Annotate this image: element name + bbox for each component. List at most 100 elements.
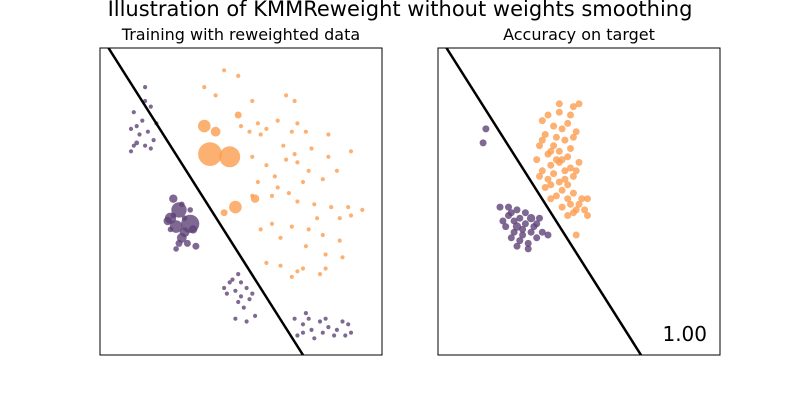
target-class-0-point [516, 214, 524, 222]
target-class-0-point [533, 220, 541, 228]
training-class-1-point [295, 160, 300, 165]
training-class-0-point [295, 333, 300, 338]
training-class-1-point [295, 199, 300, 204]
training-class-0-point [236, 272, 241, 277]
training-class-0-point [244, 285, 249, 291]
target-class-0-point [505, 203, 512, 211]
training-class-1-point [315, 216, 320, 221]
training-class-0-point [340, 319, 345, 324]
training-class-1-point [348, 213, 354, 218]
target-class-1-point [578, 195, 586, 203]
training-class-1-point [269, 193, 275, 198]
target-class-1-point [569, 133, 577, 141]
target-class-1-point [572, 231, 580, 239]
training-class-0-point [181, 215, 188, 221]
training-class-0-point [134, 124, 139, 129]
target-class-0-point [544, 231, 552, 239]
training-class-1-point [250, 154, 255, 159]
training-class-0-point [306, 316, 311, 321]
training-class-0-point [179, 201, 185, 208]
training-class-1-point [210, 126, 221, 137]
target-class-1-point [569, 189, 577, 197]
panel-training: Training with reweighted data [99, 25, 383, 356]
panel-target: Accuracy on target 1.00 [437, 25, 721, 356]
target-class-1-point [555, 147, 563, 155]
target-class-0-point [507, 234, 515, 242]
target-class-1-point [581, 206, 589, 214]
target-class-1-point [567, 164, 574, 172]
training-decision-boundary [107, 48, 305, 355]
training-class-0-point [320, 330, 325, 335]
training-class-1-point [337, 216, 342, 221]
target-class-1-point [558, 203, 566, 211]
target-class-1-point [547, 161, 555, 169]
target-class-0-point [527, 228, 535, 236]
training-class-1-point [292, 152, 297, 157]
panel-training-title: Training with reweighted data [121, 25, 360, 44]
target-class-0-point [479, 139, 487, 147]
target-class-1-point [569, 172, 577, 180]
training-class-1-point [303, 129, 308, 134]
training-class-1-point [340, 255, 345, 260]
training-class-1-point [360, 207, 365, 212]
panel-target-plot-area [445, 48, 643, 355]
training-class-0-point [163, 216, 172, 226]
target-class-1-point [555, 178, 563, 186]
target-class-1-point [538, 117, 546, 125]
training-class-1-point [295, 269, 300, 274]
target-class-1-point [536, 142, 543, 150]
training-class-1-point [250, 98, 255, 104]
training-class-1-point [306, 168, 311, 173]
target-decision-boundary [445, 48, 643, 355]
target-class-0-point [513, 206, 521, 214]
target-class-0-point [519, 231, 527, 239]
target-class-0-point [516, 237, 524, 245]
training-class-0-point [303, 311, 308, 316]
training-class-1-point [198, 142, 222, 167]
target-class-1-point [547, 181, 555, 189]
training-class-1-point [238, 124, 244, 129]
training-class-0-point [317, 319, 323, 324]
target-class-1-point [550, 142, 558, 150]
target-class-1-point [538, 167, 546, 175]
training-class-0-point [183, 239, 191, 247]
training-class-1-point [334, 168, 339, 173]
target-class-1-point [584, 195, 591, 203]
training-class-1-point [312, 202, 317, 207]
training-class-0-point [169, 194, 178, 203]
target-class-1-point [572, 128, 580, 136]
target-class-0-point [499, 217, 507, 225]
training-class-1-point [289, 274, 294, 279]
accuracy-score-label: 1.00 [662, 322, 707, 346]
training-class-1-point [317, 272, 323, 277]
target-class-0-point [507, 209, 515, 217]
target-class-1-point [584, 212, 591, 219]
target-class-1-point [567, 200, 574, 208]
training-class-0-point [145, 129, 150, 134]
training-class-1-point [234, 111, 242, 119]
training-class-1-point [219, 146, 241, 168]
training-class-0-point [131, 143, 136, 148]
training-class-1-point [300, 179, 306, 185]
training-class-1-point [264, 163, 269, 168]
training-class-0-point [143, 143, 148, 148]
target-class-0-point [512, 222, 522, 231]
target-class-1-point [550, 122, 558, 130]
target-class-1-point [575, 100, 583, 108]
training-class-0-point [170, 212, 177, 219]
target-class-0-point [510, 217, 518, 225]
training-class-1-point [323, 266, 328, 271]
training-class-0-point [244, 319, 249, 324]
training-class-0-point [143, 85, 148, 90]
training-class-0-point [348, 330, 354, 335]
training-class-0-point [128, 149, 134, 154]
target-class-1-point [541, 131, 549, 138]
training-class-0-point [233, 316, 238, 321]
target-class-0-point [536, 214, 543, 222]
panel-training-plot-area [107, 48, 365, 355]
target-class-1-point [569, 103, 577, 111]
target-class-1-point [555, 158, 563, 166]
training-class-1-point [247, 129, 252, 134]
target-class-0-point [482, 125, 490, 133]
target-class-1-point [572, 167, 580, 175]
